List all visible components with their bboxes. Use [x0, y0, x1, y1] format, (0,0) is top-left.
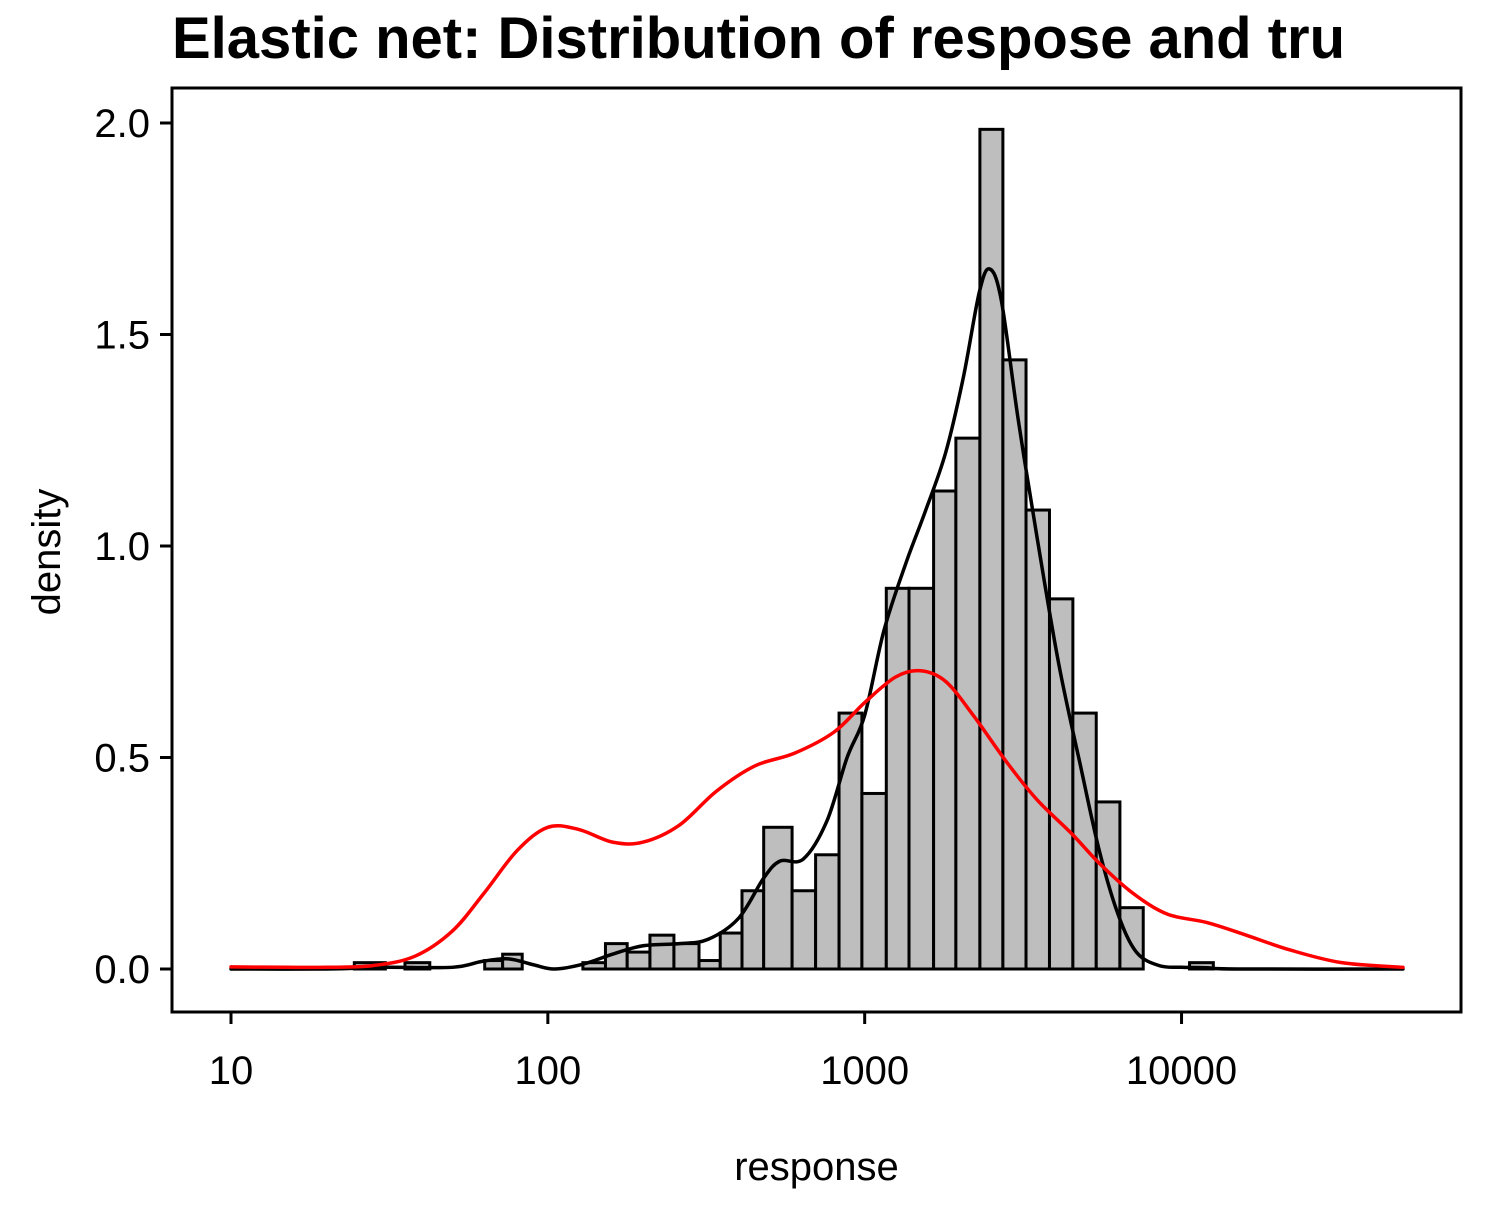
y-tick-label-2: 0.5: [94, 737, 150, 781]
density-line-2: [229, 668, 1405, 970]
y-axis-ticks: 0.0 0.5 1.0 1.5 2.0: [94, 102, 172, 992]
histogram-bar-14: [790, 889, 818, 971]
histogram-bar-20: [932, 489, 958, 971]
chart-title: Elastic net: Distribution of respose and…: [172, 6, 1345, 71]
histogram-bar-12: [740, 889, 766, 971]
plot-panel-border: [170, 86, 1463, 1014]
histogram-bar-25: [1047, 597, 1075, 971]
histogram-bar-18: [884, 586, 911, 971]
histogram-bar-15: [814, 853, 841, 971]
histogram-bar-13: [762, 825, 794, 971]
histogram-bar-8: [648, 933, 676, 971]
y-tick-label-3: 1.0: [94, 525, 150, 569]
histogram-bar-24: [1024, 508, 1051, 971]
y-tick-label-1: 0.0: [94, 948, 150, 992]
histogram-bar-10: [697, 959, 722, 971]
histogram-bar-21: [954, 436, 982, 971]
x-tick-label-1: 10: [209, 1049, 254, 1093]
x-tick-label-4: 10000: [1126, 1049, 1237, 1093]
axes: [170, 86, 1463, 1014]
histogram-bar-7: [625, 950, 652, 971]
x-tick-label-2: 100: [514, 1049, 581, 1093]
y-tick-label-4: 1.5: [94, 314, 150, 358]
x-axis-ticks: 10 100 1000 10000: [209, 1012, 1237, 1093]
histogram-bar-9: [672, 942, 701, 971]
histogram-bar-28: [1118, 906, 1145, 971]
x-tick-label-3: 1000: [820, 1049, 909, 1093]
y-tick-label-5: 2.0: [94, 102, 150, 146]
histogram-bar-17: [860, 791, 888, 971]
histogram-bars: [352, 127, 1215, 971]
histogram-bar-19: [907, 586, 936, 971]
density-line-1: [229, 267, 1405, 971]
density-lines: [229, 267, 1405, 971]
x-axis-title: response: [734, 1145, 899, 1189]
histogram-bar-22: [978, 127, 1005, 971]
histogram-bar-11: [718, 931, 744, 971]
y-axis-title: density: [25, 489, 69, 616]
